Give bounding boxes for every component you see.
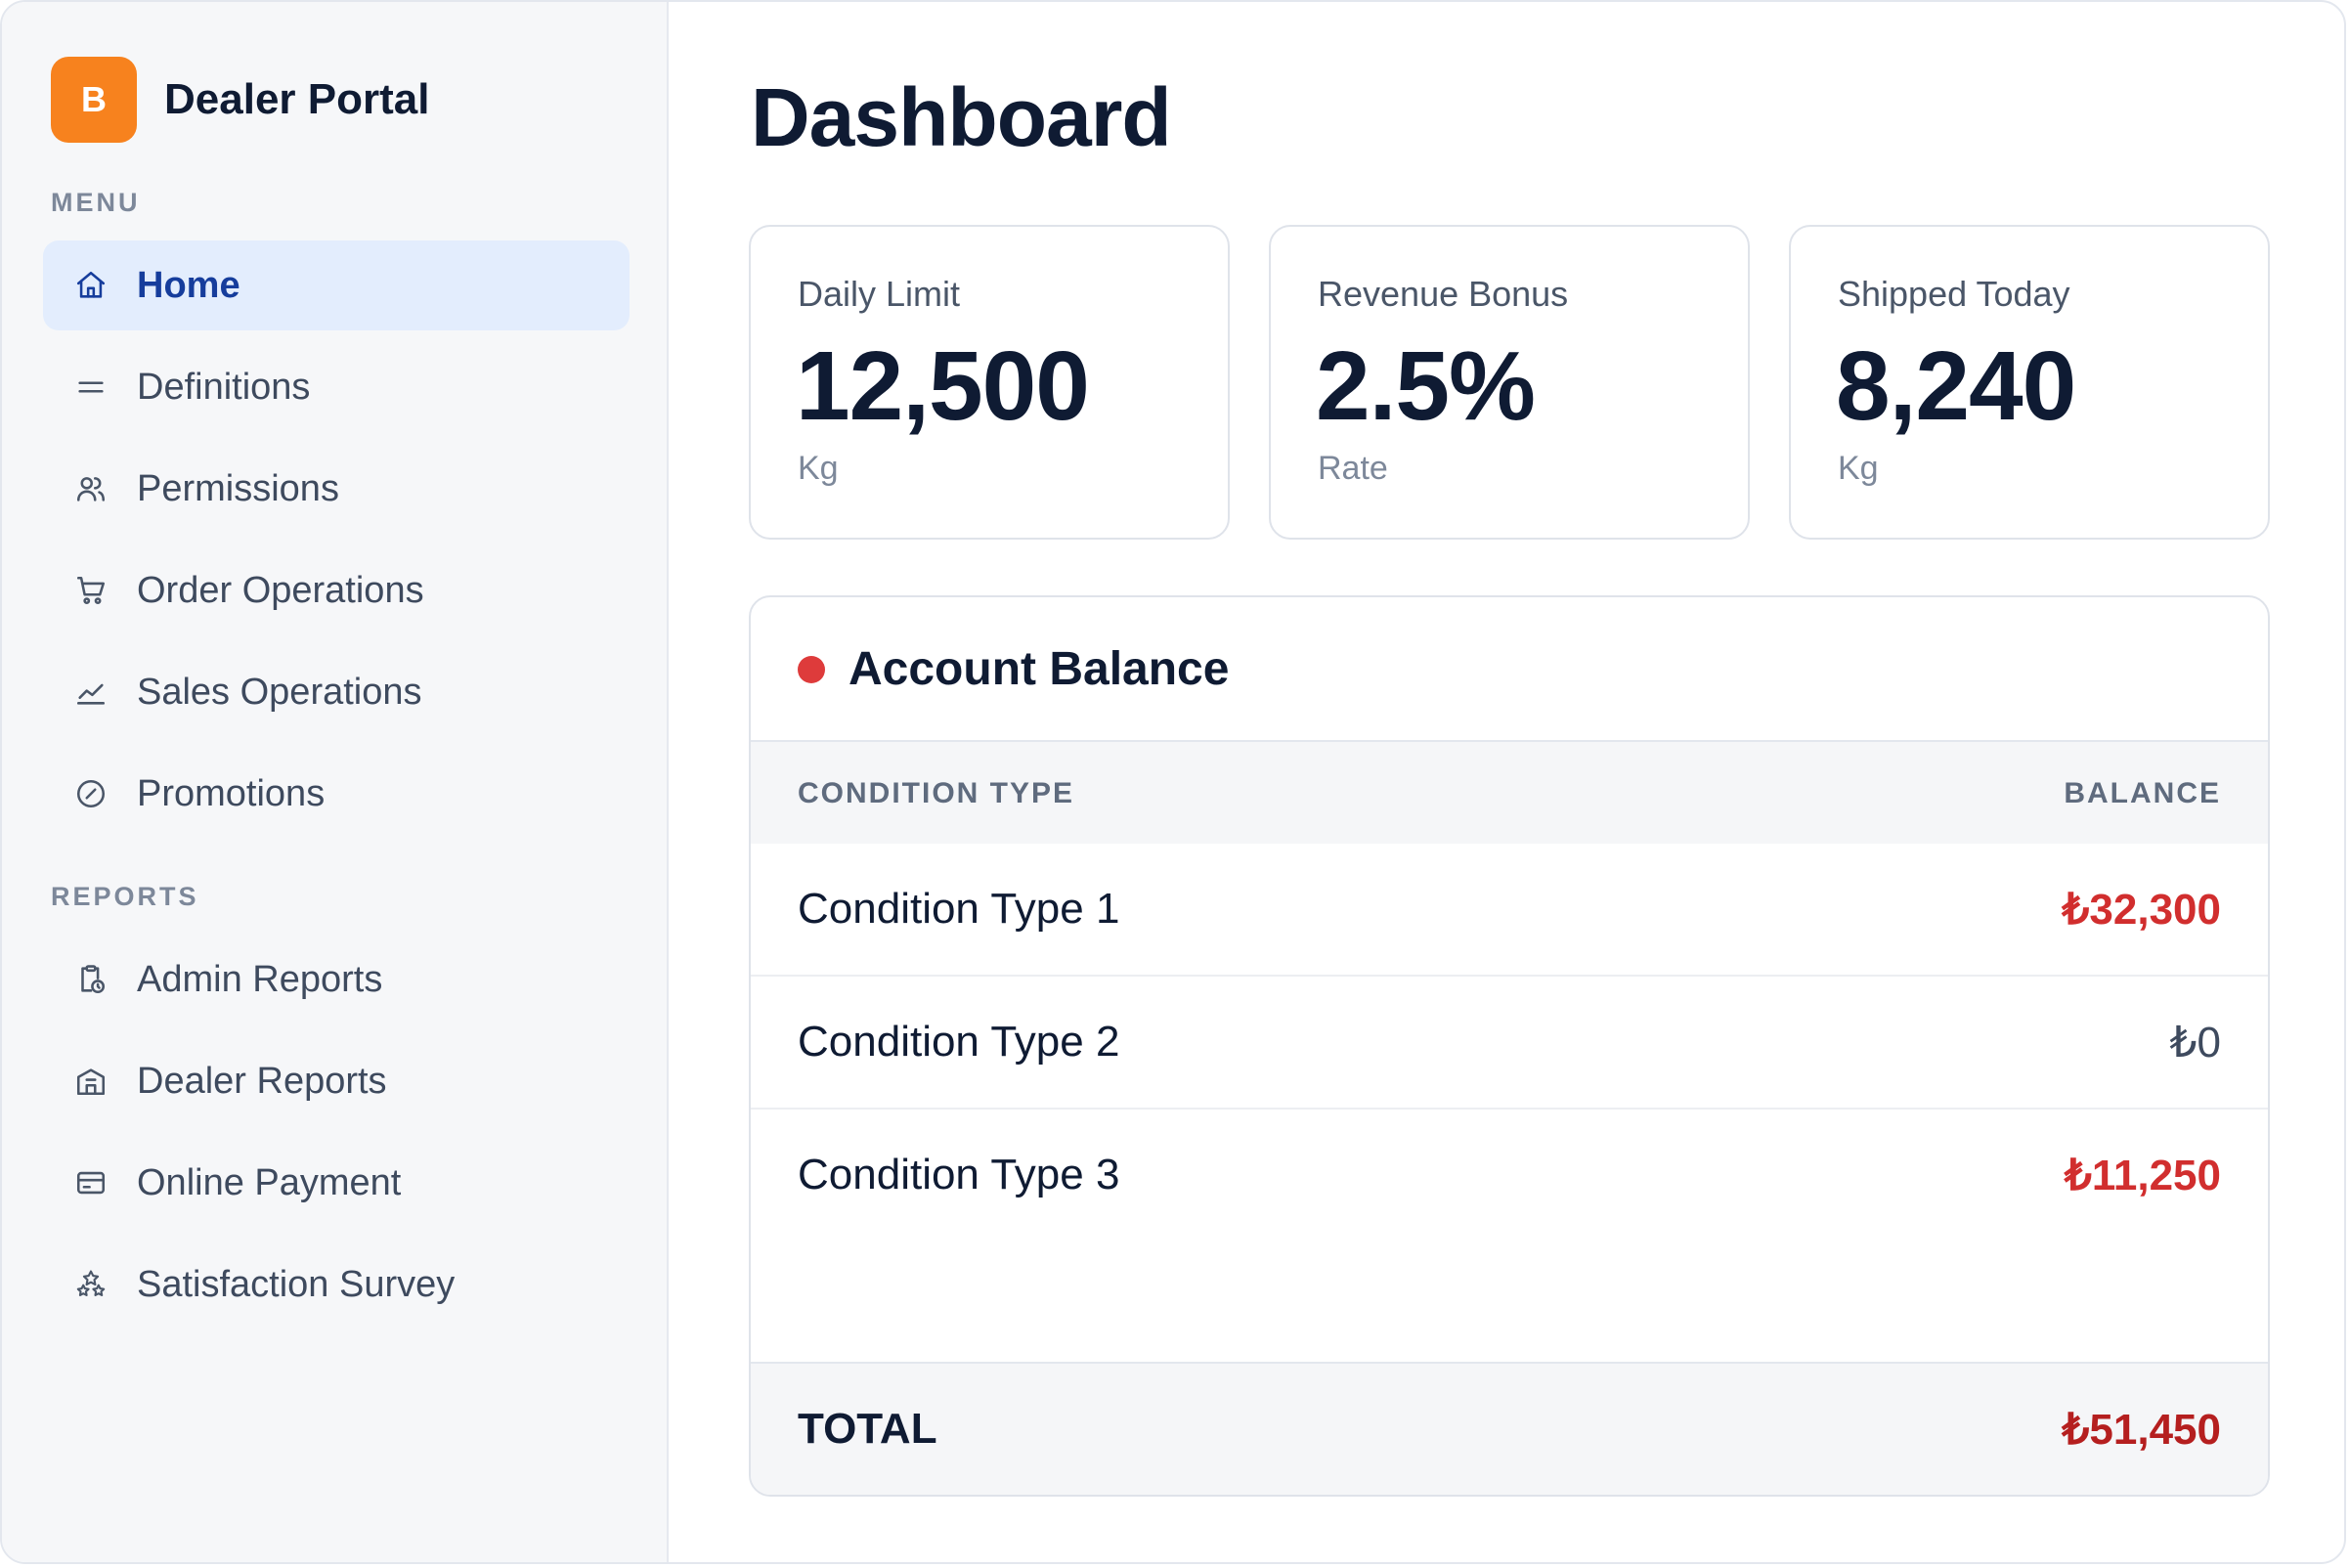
stat-value: 8,240: [1836, 331, 2076, 441]
clipboard-clock-icon: [74, 963, 108, 996]
page-title: Dashboard: [751, 71, 1172, 163]
building-icon: [74, 1065, 108, 1098]
balance-cell: ₺32,300: [2062, 886, 2221, 934]
balance-cell: ₺11,250: [2064, 1152, 2221, 1199]
balance-cell: ₺0: [2169, 1019, 2221, 1067]
stat-card-revenue-bonus: Revenue Bonus 2.5% Rate: [1269, 225, 1750, 540]
sidebar-item-label: Promotions: [137, 772, 326, 814]
stat-label: Revenue Bonus: [1318, 274, 1569, 314]
brand-name: Dealer Portal: [164, 75, 430, 123]
column-header-balance: BALANCE: [2064, 777, 2221, 809]
sidebar-item-label: Permissions: [137, 467, 339, 509]
sidebar-item-satisfaction-survey[interactable]: Satisfaction Survey: [43, 1240, 630, 1329]
sidebar-item-definitions[interactable]: Definitions: [43, 342, 630, 432]
brand-logo: B: [51, 57, 137, 143]
users-icon: [74, 472, 108, 505]
sidebar-item-order-operations[interactable]: Order Operations: [43, 545, 630, 635]
total-label: TOTAL: [798, 1405, 937, 1453]
stat-label: Shipped Today: [1838, 274, 2070, 314]
table-row[interactable]: Condition Type 1 ₺32,300: [751, 844, 2268, 977]
sidebar-item-label: Satisfaction Survey: [137, 1263, 456, 1305]
reports-section-label: REPORTS: [51, 882, 199, 911]
sidebar-item-admin-reports[interactable]: Admin Reports: [43, 935, 630, 1024]
account-balance-card: Account Balance CONDITION TYPE BALANCE C…: [749, 595, 2270, 1497]
condition-type-cell: Condition Type 3: [798, 1151, 1120, 1198]
stat-value: 2.5%: [1316, 331, 1536, 441]
sidebar-item-label: Admin Reports: [137, 958, 383, 1000]
table-header: CONDITION TYPE BALANCE: [751, 742, 2268, 844]
menu-section-label: MENU: [51, 188, 141, 217]
sidebar-item-label: Online Payment: [137, 1161, 402, 1203]
condition-type-cell: Condition Type 1: [798, 885, 1120, 933]
total-row: TOTAL ₺51,450: [751, 1362, 2268, 1495]
sidebar-item-online-payment[interactable]: Online Payment: [43, 1138, 630, 1228]
sidebar: B Dealer Portal MENU Home Definitions Pe…: [2, 2, 669, 1562]
sidebar-item-home[interactable]: Home: [43, 240, 630, 330]
condition-type-cell: Condition Type 2: [798, 1018, 1120, 1066]
table-row[interactable]: Condition Type 3 ₺11,250: [751, 1110, 2268, 1242]
stat-card-daily-limit: Daily Limit 12,500 Kg: [749, 225, 1230, 540]
home-icon: [74, 269, 108, 302]
main-content: Dashboard Daily Limit 12,500 Kg Revenue …: [669, 2, 2344, 1562]
credit-card-icon: [74, 1166, 108, 1199]
stat-unit: Kg: [1838, 450, 1879, 487]
menu-lines-icon: [74, 370, 108, 404]
stat-unit: Rate: [1318, 450, 1388, 487]
sidebar-item-label: Dealer Reports: [137, 1060, 387, 1102]
account-balance-header: Account Balance: [751, 597, 2268, 742]
compass-icon: [74, 777, 108, 810]
stat-card-shipped-today: Shipped Today 8,240 Kg: [1789, 225, 2270, 540]
total-value: ₺51,450: [2062, 1406, 2221, 1454]
sidebar-item-sales-operations[interactable]: Sales Operations: [43, 647, 630, 737]
table-row[interactable]: Condition Type 2 ₺0: [751, 977, 2268, 1110]
status-dot: [798, 656, 825, 683]
sidebar-item-dealer-reports[interactable]: Dealer Reports: [43, 1036, 630, 1126]
sidebar-item-label: Order Operations: [137, 569, 424, 611]
column-header-condition-type: CONDITION TYPE: [798, 777, 1075, 809]
stars-icon: [74, 1268, 108, 1301]
brand[interactable]: B Dealer Portal: [51, 57, 429, 143]
stat-unit: Kg: [798, 450, 839, 487]
sidebar-item-label: Sales Operations: [137, 671, 422, 713]
sidebar-item-label: Definitions: [137, 366, 311, 408]
sidebar-item-promotions[interactable]: Promotions: [43, 749, 630, 839]
shopping-cart-icon: [74, 574, 108, 607]
account-balance-title: Account Balance: [849, 643, 1230, 695]
stat-label: Daily Limit: [798, 274, 961, 314]
sidebar-item-label: Home: [137, 264, 240, 306]
area-chart-icon: [74, 675, 108, 709]
sidebar-item-permissions[interactable]: Permissions: [43, 444, 630, 534]
stat-value: 12,500: [796, 331, 1090, 441]
